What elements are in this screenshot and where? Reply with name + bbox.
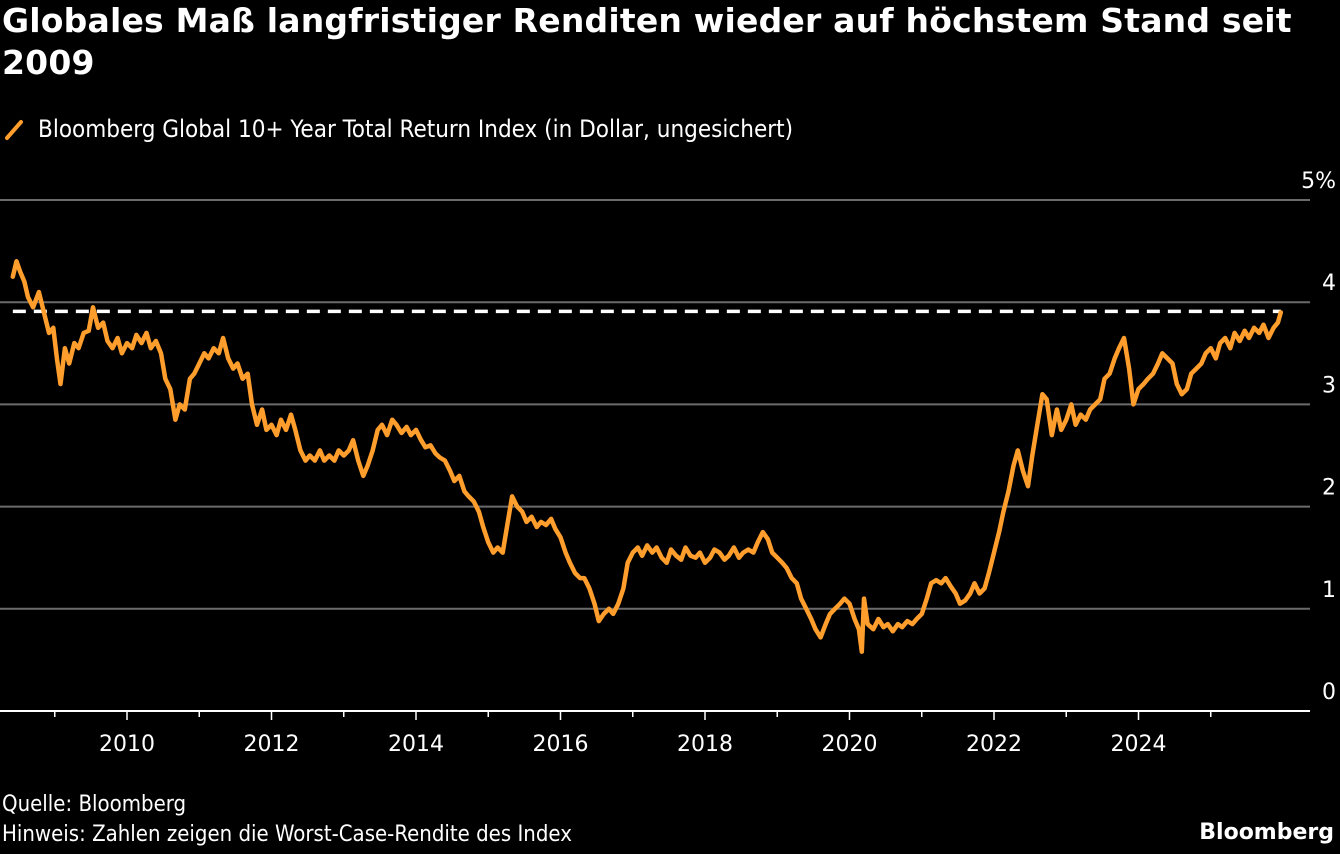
gridlines bbox=[0, 199, 1310, 610]
y-tick-label-0: 0 bbox=[1322, 680, 1336, 705]
series-line-0 bbox=[10, 259, 1284, 654]
y-tick-label-1: 1 bbox=[1322, 578, 1336, 603]
x-tick-label-2024: 2024 bbox=[1111, 732, 1167, 757]
series-group bbox=[10, 259, 1284, 654]
x-tick-label-2020: 2020 bbox=[822, 732, 878, 757]
legend-line-icon bbox=[5, 120, 23, 140]
x-tick-label-2012: 2012 bbox=[244, 732, 300, 757]
y-tick-label-3: 3 bbox=[1322, 373, 1336, 398]
legend: Bloomberg Global 10+ Year Total Return I… bbox=[4, 111, 793, 147]
y-tick-label-2: 2 bbox=[1322, 476, 1336, 501]
source-note: Quelle: Bloomberg bbox=[2, 792, 187, 817]
y-axis-labels: 0 1 2 3 4 5% bbox=[1301, 169, 1336, 705]
y-tick-label-4: 4 bbox=[1322, 271, 1336, 296]
x-tick-label-2018: 2018 bbox=[677, 732, 733, 757]
x-axis: 2010 2012 2014 2016 2018 2020 2022 2024 bbox=[0, 710, 1310, 757]
line-chart: 0 1 2 3 4 5% 2010 2012 2014 2016 2018 2020 2022 2024 bbox=[0, 169, 1336, 757]
bloomberg-logo: Bloomberg bbox=[1199, 820, 1334, 845]
x-tick-label-2014: 2014 bbox=[388, 732, 444, 757]
x-tick-label-2010: 2010 bbox=[99, 732, 155, 757]
hint-note: Hinweis: Zahlen zeigen die Worst-Case-Re… bbox=[2, 822, 572, 847]
x-tick-label-2022: 2022 bbox=[966, 732, 1022, 757]
footer: Quelle: Bloomberg Hinweis: Zahlen zeigen… bbox=[2, 790, 572, 850]
x-tick-label-2016: 2016 bbox=[533, 732, 589, 757]
chart-title: Globales Maß langfristiger Renditen wied… bbox=[2, 1, 1292, 82]
legend-label: Bloomberg Global 10+ Year Total Return I… bbox=[38, 115, 793, 143]
y-tick-label-5: 5% bbox=[1301, 169, 1336, 194]
